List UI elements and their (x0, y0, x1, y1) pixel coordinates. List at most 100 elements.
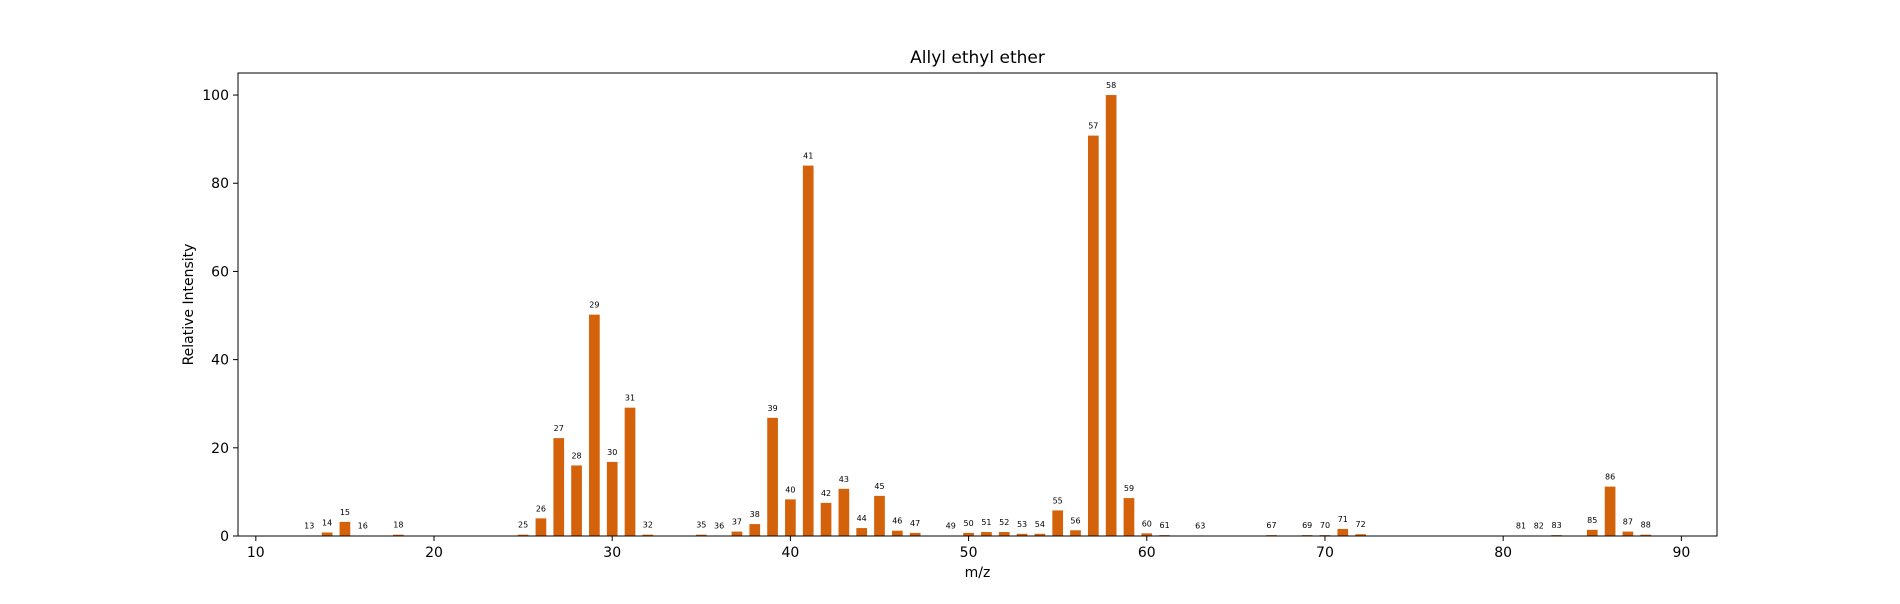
bar-mz-29 (589, 315, 600, 536)
bar-label-mz-81: 81 (1516, 522, 1526, 531)
bar-label-mz-50: 50 (963, 519, 973, 528)
bar-label-mz-54: 54 (1035, 520, 1045, 529)
bar-label-mz-88: 88 (1641, 521, 1651, 530)
bar-label-mz-70: 70 (1320, 521, 1330, 530)
bar-label-mz-27: 27 (554, 424, 564, 433)
bar-label-mz-16: 16 (358, 522, 368, 531)
bar-mz-31 (625, 408, 636, 536)
bar-label-mz-14: 14 (322, 518, 332, 527)
bar-label-mz-83: 83 (1552, 521, 1562, 530)
bar-label-mz-82: 82 (1534, 522, 1544, 531)
bar-label-mz-67: 67 (1266, 521, 1276, 530)
bar-label-mz-71: 71 (1338, 515, 1348, 524)
bar-label-mz-46: 46 (892, 517, 902, 526)
bar-mz-30 (607, 462, 618, 536)
bar-label-mz-13: 13 (304, 522, 314, 531)
x-axis-label: m/z (965, 565, 991, 581)
x-tick-label: 30 (603, 545, 621, 561)
bar-label-mz-43: 43 (839, 475, 849, 484)
bar-mz-40 (785, 499, 796, 536)
bar-mz-14 (322, 532, 333, 536)
bar-mz-52 (999, 532, 1010, 536)
bar-label-mz-63: 63 (1195, 522, 1205, 531)
bar-mz-55 (1052, 510, 1063, 536)
bar-label-mz-44: 44 (857, 514, 867, 523)
y-tick-label: 20 (211, 441, 229, 457)
y-tick-label: 80 (211, 176, 229, 192)
bar-mz-45 (874, 496, 885, 536)
bar-label-mz-31: 31 (625, 394, 635, 403)
bar-mz-57 (1088, 136, 1099, 536)
bar-label-mz-72: 72 (1356, 520, 1366, 529)
x-tick-label: 80 (1494, 545, 1512, 561)
bar-label-mz-28: 28 (571, 451, 581, 460)
bar-mz-58 (1106, 95, 1117, 536)
bar-mz-44 (856, 528, 867, 536)
bar-label-mz-49: 49 (946, 522, 956, 531)
bar-label-mz-47: 47 (910, 519, 920, 528)
bar-label-mz-87: 87 (1623, 518, 1633, 527)
bar-label-mz-45: 45 (874, 482, 884, 491)
bar-label-mz-61: 61 (1160, 521, 1170, 530)
bar-label-mz-40: 40 (785, 485, 795, 494)
bar-label-mz-86: 86 (1605, 473, 1615, 482)
bar-mz-51 (981, 532, 992, 536)
bar-mz-85 (1587, 530, 1598, 536)
bar-mz-42 (821, 503, 832, 536)
bar-mz-46 (892, 531, 903, 536)
bar-mz-41 (803, 166, 814, 536)
bar-label-mz-29: 29 (589, 301, 599, 310)
y-tick-label: 60 (211, 264, 229, 280)
bar-label-mz-56: 56 (1070, 516, 1080, 525)
bar-mz-56 (1070, 530, 1081, 536)
bar-mz-71 (1337, 529, 1348, 536)
bar-label-mz-18: 18 (393, 521, 403, 530)
bar-label-mz-42: 42 (821, 489, 831, 498)
bar-label-mz-39: 39 (767, 404, 777, 413)
bar-mz-15 (340, 522, 351, 536)
bar-label-mz-41: 41 (803, 152, 813, 161)
bar-mz-26 (536, 518, 547, 536)
bar-label-mz-59: 59 (1124, 484, 1134, 493)
bar-label-mz-38: 38 (750, 510, 760, 519)
bar-mz-59 (1124, 498, 1135, 536)
x-tick-label: 60 (1138, 545, 1156, 561)
bar-label-mz-52: 52 (999, 518, 1009, 527)
bar-label-mz-51: 51 (981, 518, 991, 527)
bar-label-mz-37: 37 (732, 518, 742, 527)
bar-label-mz-15: 15 (340, 508, 350, 517)
plot-frame (238, 73, 1717, 536)
y-tick-label: 0 (220, 529, 229, 545)
bar-label-mz-57: 57 (1088, 122, 1098, 131)
bar-mz-37 (732, 532, 743, 536)
bars-group (304, 95, 1651, 536)
bar-label-mz-26: 26 (536, 504, 546, 513)
bar-mz-43 (839, 489, 850, 536)
bar-label-mz-25: 25 (518, 521, 528, 530)
bar-label-mz-55: 55 (1053, 496, 1063, 505)
bar-mz-86 (1605, 487, 1616, 536)
bar-mz-39 (767, 418, 778, 536)
bar-label-mz-30: 30 (607, 448, 617, 457)
x-tick-label: 10 (247, 545, 265, 561)
x-tick-label: 70 (1316, 545, 1334, 561)
x-tick-label: 90 (1672, 545, 1690, 561)
bar-mz-87 (1623, 532, 1634, 536)
bar-mz-27 (553, 438, 564, 536)
bar-label-mz-85: 85 (1587, 516, 1597, 525)
bar-label-mz-32: 32 (643, 521, 653, 530)
bar-label-mz-60: 60 (1142, 519, 1152, 528)
y-tick-label: 40 (211, 353, 229, 369)
bar-mz-38 (749, 524, 760, 536)
bar-mz-28 (571, 465, 582, 536)
bar-label-mz-69: 69 (1302, 521, 1312, 530)
x-tick-label: 50 (960, 545, 978, 561)
x-tick-label: 40 (781, 545, 799, 561)
chart-title: Allyl ethyl ether (910, 48, 1045, 68)
bar-label-mz-35: 35 (696, 521, 706, 530)
bar-label-mz-53: 53 (1017, 520, 1027, 529)
